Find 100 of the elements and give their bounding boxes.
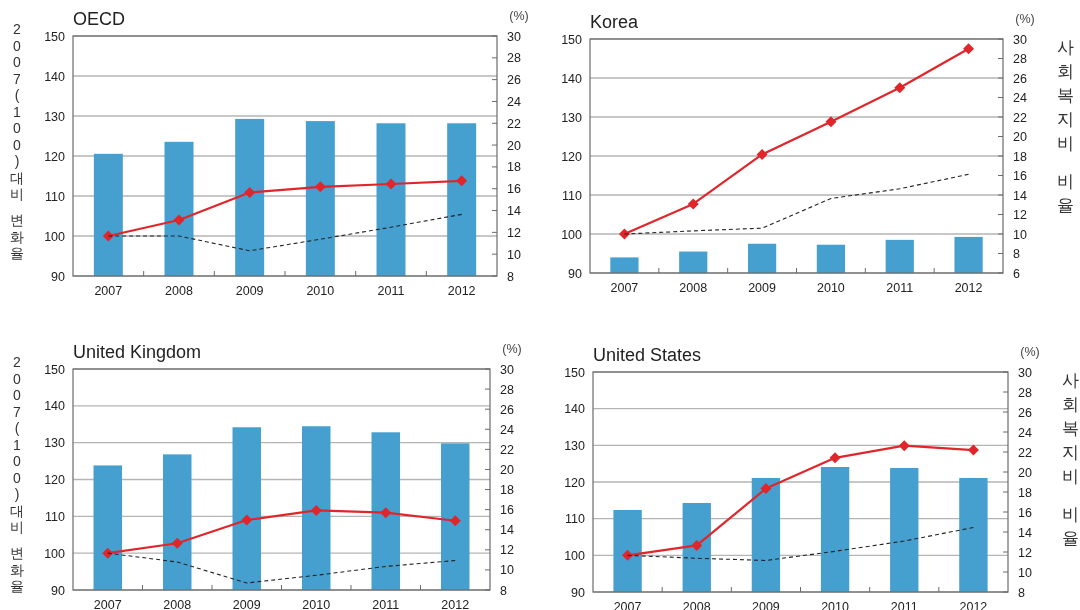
y2-tick-label: 14 (500, 523, 514, 538)
point (825, 116, 837, 128)
y-tick-label: 120 (564, 475, 586, 490)
y-tick-label: 150 (561, 32, 583, 47)
y2-tick-label: 26 (500, 402, 514, 417)
x-tick-label: 2010 (817, 281, 845, 295)
point (380, 507, 392, 519)
y2-tick-label: 30 (1018, 365, 1032, 380)
y-tick-label: 140 (561, 71, 583, 86)
y2-tick-label: 28 (1013, 52, 1027, 66)
point (622, 549, 634, 561)
text: (%) (1015, 12, 1035, 26)
point (963, 43, 975, 55)
y2-tick-label: 20 (507, 138, 521, 153)
point (894, 82, 906, 94)
y-tick-label: 100 (44, 229, 66, 244)
y2-tick-label: 18 (1013, 149, 1027, 164)
y2-tick-label: 6 (1013, 266, 1020, 281)
y2-tick-label: 22 (1018, 445, 1032, 460)
point (314, 181, 326, 193)
chart-title: United States (593, 345, 702, 365)
point (102, 547, 114, 559)
y2-tick-label: 10 (1013, 227, 1027, 242)
y-tick-label: 130 (561, 110, 583, 125)
y2-tick-label: 10 (500, 563, 514, 578)
y2-tick-label: 24 (507, 94, 521, 109)
y-tick-label: 140 (564, 402, 586, 417)
y2-tick-label: 16 (1018, 505, 1032, 520)
chart-title: United Kingdom (73, 342, 202, 362)
y2-tick-label: 24 (1013, 91, 1027, 105)
y2-tick-label: 14 (507, 204, 521, 219)
y-tick-label: 100 (44, 546, 66, 561)
point (385, 178, 397, 190)
y-tick-label: 150 (564, 365, 586, 380)
y-tick-label: 130 (44, 436, 66, 451)
y2-tick-label: 10 (507, 247, 521, 262)
y2-tick-label: 22 (507, 116, 521, 131)
x-tick-label: 2011 (372, 598, 400, 610)
y2-tick-label: 30 (500, 362, 514, 377)
y2-tick-label: 18 (1018, 485, 1032, 500)
y2-tick-label: 24 (1018, 425, 1032, 440)
y-tick-label: 100 (561, 227, 583, 242)
y2-tick-label: 8 (500, 583, 507, 598)
x-tick-label: 2008 (163, 598, 192, 610)
y2-tick-label: 30 (507, 29, 521, 44)
y-tick-label: 120 (561, 149, 583, 164)
y2-tick-label: 14 (1013, 188, 1027, 203)
point (829, 452, 841, 464)
x-tick-label: 2012 (441, 598, 470, 610)
point (449, 515, 461, 527)
y2-axis-title: 사회복지비 비율 (1056, 38, 1074, 216)
y-tick-label: 130 (44, 109, 66, 124)
y2-tick-label: 30 (1013, 32, 1027, 47)
y-tick-label: 90 (571, 585, 586, 600)
y2-tick-label: 26 (507, 73, 521, 88)
y2-tick-label: 28 (507, 51, 521, 66)
x-tick-label: 2010 (306, 284, 335, 298)
chart-title: OECD (73, 9, 126, 29)
y-tick-label: 150 (44, 29, 66, 44)
y2-tick-label: 22 (1013, 110, 1027, 125)
point (756, 148, 768, 160)
point (244, 186, 256, 198)
x-tick-label: 2009 (232, 598, 261, 610)
y-tick-label: 110 (562, 188, 583, 203)
y2-tick-label: 12 (500, 543, 514, 558)
x-tick-label: 2011 (886, 281, 914, 295)
x-tick-label: 2010 (302, 598, 331, 610)
y2-tick-label: 22 (500, 442, 514, 457)
y2-tick-label: 20 (1018, 465, 1032, 480)
text: (%) (1020, 345, 1040, 359)
y2-tick-label: 20 (500, 462, 514, 477)
x-tick-label: 2012 (447, 284, 476, 298)
y-tick-label: 110 (45, 509, 66, 524)
y-tick-label: 90 (51, 269, 66, 284)
y2-tick-label: 12 (507, 225, 521, 240)
y-tick-label: 130 (564, 438, 586, 453)
point (967, 444, 979, 456)
point (173, 214, 185, 226)
y2-tick-label: 8 (507, 269, 514, 284)
point (241, 514, 253, 526)
x-tick-label: 2009 (748, 281, 777, 295)
y2-tick-label: 20 (1013, 130, 1027, 144)
point (691, 539, 703, 551)
y-tick-label: 100 (564, 548, 586, 563)
point (310, 504, 322, 516)
y2-tick-label: 8 (1018, 585, 1025, 600)
y-tick-label: 110 (45, 189, 66, 204)
y2-axis-title: 사회복지비 비율 (1061, 371, 1079, 549)
y2-tick-label: 8 (1013, 247, 1020, 261)
y2-tick-label: 10 (1018, 565, 1032, 580)
y2-tick-label: 26 (1013, 71, 1027, 86)
text: 2007(100)대비 변화율 (10, 21, 24, 262)
y2-tick-label: 16 (1013, 169, 1027, 183)
text: 2007(100)대비 변화율 (10, 354, 24, 595)
text: (%) (509, 9, 529, 23)
x-tick-label: 2007 (610, 281, 639, 295)
x-tick-label: 2007 (94, 284, 123, 298)
chart-title: Korea (590, 12, 640, 32)
y2-tick-label: 18 (500, 483, 514, 498)
x-tick-label: 2008 (165, 284, 193, 298)
